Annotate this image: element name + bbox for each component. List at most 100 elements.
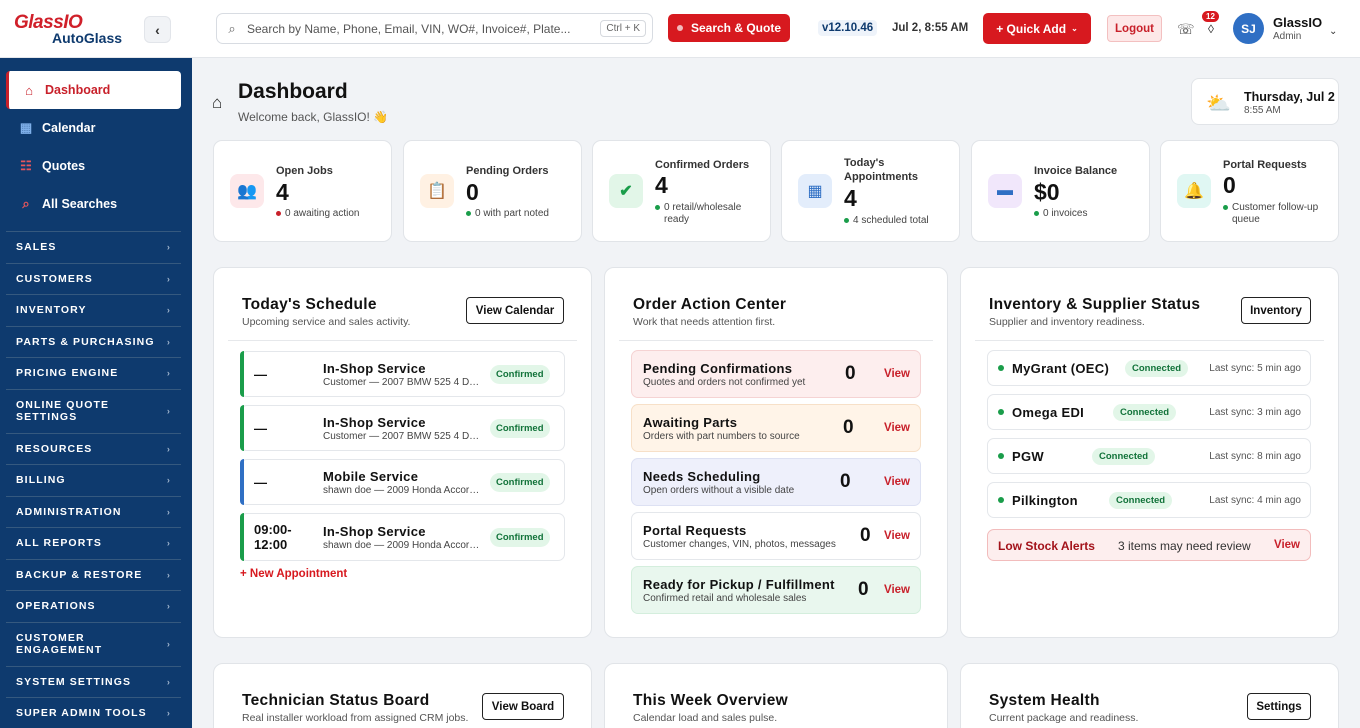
nav-section-administration[interactable]: ADMINISTRATION › bbox=[6, 495, 181, 528]
view-link[interactable]: View bbox=[884, 476, 910, 488]
nav-item-dashboard[interactable]: ⌂ Dashboard bbox=[6, 71, 181, 109]
collapse-sidebar-button[interactable]: ‹ bbox=[144, 16, 171, 43]
users-icon: 👥 bbox=[230, 174, 264, 208]
status-dot bbox=[998, 453, 1004, 459]
view-board-button[interactable]: View Board bbox=[482, 693, 564, 720]
nav-label: Quotes bbox=[42, 159, 86, 173]
supplier-row[interactable]: Omega EDI Connected Last sync: 3 min ago bbox=[987, 394, 1311, 430]
stat-pending-orders[interactable]: 📋 Pending Orders 0 0 with part noted bbox=[403, 140, 582, 242]
view-link[interactable]: View bbox=[884, 584, 910, 596]
schedule-item[interactable]: 09:00- 12:00 In-Shop Service shawn doe —… bbox=[240, 513, 565, 561]
panel-title: Order Action Center bbox=[633, 296, 787, 313]
stat-value: 0 bbox=[466, 179, 479, 205]
action-sub: Open orders without a visible date bbox=[643, 485, 795, 496]
order-action-item[interactable]: Awaiting Parts Orders with part numbers … bbox=[631, 404, 921, 452]
dot-icon bbox=[676, 25, 683, 31]
order-action-item[interactable]: Pending Confirmations Quotes and orders … bbox=[631, 350, 921, 398]
view-link[interactable]: View bbox=[884, 422, 910, 434]
calendar-icon: ▦ bbox=[798, 174, 832, 208]
settings-button[interactable]: Settings bbox=[1247, 693, 1311, 720]
action-sub: Confirmed retail and wholesale sales bbox=[643, 593, 807, 604]
stat-todays-appointments[interactable]: ▦ Today's Appointments 4 4 scheduled tot… bbox=[781, 140, 960, 242]
new-appointment-link[interactable]: + New Appointment bbox=[240, 568, 348, 580]
nav-section-online-quote[interactable]: ONLINE QUOTE SETTINGS › bbox=[6, 388, 181, 433]
schedule-item[interactable]: — In-Shop Service Customer — 2007 BMW 52… bbox=[240, 351, 565, 397]
status-badge: Confirmed bbox=[490, 528, 550, 547]
search-quote-button[interactable]: Search & Quote bbox=[668, 14, 790, 42]
nav-section-backup[interactable]: BACKUP & RESTORE › bbox=[6, 558, 181, 591]
panel-subtitle: Supplier and inventory readiness. bbox=[989, 316, 1145, 328]
credit-card-icon: ▬ bbox=[988, 174, 1022, 208]
nav-item-quotes[interactable]: ☷ Quotes bbox=[6, 147, 181, 185]
chevron-right-icon: › bbox=[166, 506, 171, 517]
stat-sub: 4 scheduled total bbox=[844, 215, 952, 227]
user-name[interactable]: GlassIO bbox=[1273, 15, 1323, 30]
panel-subtitle: Work that needs attention first. bbox=[633, 316, 776, 328]
chevron-right-icon: › bbox=[166, 708, 171, 719]
nav-section-customer-engagement[interactable]: CUSTOMER ENGAGEMENT › bbox=[6, 621, 181, 666]
schedule-item[interactable]: — Mobile Service shawn doe — 2009 Honda … bbox=[240, 459, 565, 505]
status-bar bbox=[240, 351, 244, 397]
nav-item-all-searches[interactable]: ⌕ All Searches bbox=[6, 185, 181, 223]
last-sync: Last sync: 5 min ago bbox=[1209, 363, 1301, 374]
view-link[interactable]: View bbox=[884, 368, 910, 380]
supplier-name: Omega EDI bbox=[1012, 405, 1085, 420]
supplier-row[interactable]: MyGrant (OEC) Connected Last sync: 5 min… bbox=[987, 350, 1311, 386]
nav-section-all-reports[interactable]: ALL REPORTS › bbox=[6, 527, 181, 559]
stat-value: 4 bbox=[655, 172, 668, 198]
week-overview-panel: This Week Overview Calendar load and sal… bbox=[604, 663, 948, 728]
nav-section-parts[interactable]: PARTS & PURCHASING › bbox=[6, 325, 181, 358]
nav-item-calendar[interactable]: ▦ Calendar bbox=[6, 109, 181, 147]
search-input[interactable]: Search by Name, Phone, Email, VIN, WO#, … bbox=[247, 21, 571, 36]
stat-portal-requests[interactable]: 🔔 Portal Requests 0 Customer follow-up q… bbox=[1160, 140, 1339, 242]
stat-confirmed-orders[interactable]: ✔ Confirmed Orders 4 0 retail/wholesale … bbox=[592, 140, 771, 242]
stat-invoice-balance[interactable]: ▬ Invoice Balance $0 0 invoices bbox=[971, 140, 1150, 242]
topbar: ⌕ Search by Name, Phone, Email, VIN, WO#… bbox=[192, 0, 1360, 58]
printer-icon[interactable]: ☏ bbox=[1177, 21, 1195, 37]
logo-top: GlassIO bbox=[14, 12, 83, 33]
stat-label: Invoice Balance bbox=[1034, 165, 1118, 177]
last-sync: Last sync: 8 min ago bbox=[1209, 451, 1301, 462]
stat-open-jobs[interactable]: 👥 Open Jobs 4 0 awaiting action bbox=[213, 140, 392, 242]
nav-section-sales[interactable]: SALES › bbox=[6, 231, 181, 263]
check-icon: ✔ bbox=[609, 174, 643, 208]
status-badge: Confirmed bbox=[490, 365, 550, 384]
chevron-right-icon: › bbox=[166, 305, 171, 316]
logout-button[interactable]: Logout bbox=[1107, 15, 1162, 42]
view-link[interactable]: View bbox=[884, 530, 910, 542]
user-role: Admin bbox=[1273, 31, 1302, 42]
nav-section-pricing[interactable]: PRICING ENGINE › bbox=[6, 357, 181, 389]
order-action-item[interactable]: Portal Requests Customer changes, VIN, p… bbox=[631, 512, 921, 560]
action-title: Awaiting Parts bbox=[643, 415, 738, 430]
panel-subtitle: Calendar load and sales pulse. bbox=[633, 712, 778, 724]
status-badge: Connected bbox=[1109, 492, 1173, 509]
nav-section-super-admin[interactable]: SUPER ADMIN TOOLS › bbox=[6, 697, 181, 728]
nav-section-inventory[interactable]: INVENTORY › bbox=[6, 294, 181, 326]
nav-section-system-settings[interactable]: SYSTEM SETTINGS › bbox=[6, 665, 181, 698]
chevron-down-icon[interactable]: ⌄ bbox=[1329, 26, 1338, 37]
schedule-item[interactable]: — In-Shop Service Customer — 2007 BMW 52… bbox=[240, 405, 565, 451]
view-link[interactable]: View bbox=[1274, 539, 1300, 551]
bell-icon[interactable]: ◊ bbox=[1208, 22, 1214, 36]
order-action-item[interactable]: Needs Scheduling Open orders without a v… bbox=[631, 458, 921, 506]
stat-label: Confirmed Orders bbox=[655, 159, 750, 171]
panel-subtitle: Upcoming service and sales activity. bbox=[242, 316, 411, 328]
supplier-name: MyGrant (OEC) bbox=[1012, 361, 1110, 376]
inventory-button[interactable]: Inventory bbox=[1241, 297, 1311, 324]
schedule-type: In-Shop Service bbox=[323, 361, 426, 376]
nav-section-resources[interactable]: RESOURCES › bbox=[6, 432, 181, 465]
nav-section-customers[interactable]: CUSTOMERS › bbox=[6, 262, 181, 295]
last-sync: Last sync: 3 min ago bbox=[1209, 407, 1301, 418]
schedule-type: In-Shop Service bbox=[323, 415, 426, 430]
order-action-item[interactable]: Ready for Pickup / Fulfillment Confirmed… bbox=[631, 566, 921, 614]
global-search[interactable]: ⌕ Search by Name, Phone, Email, VIN, WO#… bbox=[216, 13, 653, 44]
avatar[interactable]: SJ bbox=[1233, 13, 1264, 44]
stat-label: Today's Appointments bbox=[844, 157, 918, 183]
low-stock-alert[interactable]: Low Stock Alerts 3 items may need review… bbox=[987, 529, 1311, 561]
supplier-row[interactable]: Pilkington Connected Last sync: 4 min ag… bbox=[987, 482, 1311, 518]
quick-add-button[interactable]: + Quick Add ⌄ bbox=[983, 13, 1091, 44]
nav-section-billing[interactable]: BILLING › bbox=[6, 464, 181, 496]
supplier-row[interactable]: PGW Connected Last sync: 8 min ago bbox=[987, 438, 1311, 474]
nav-section-operations[interactable]: OPERATIONS › bbox=[6, 590, 181, 622]
view-calendar-button[interactable]: View Calendar bbox=[466, 297, 564, 324]
